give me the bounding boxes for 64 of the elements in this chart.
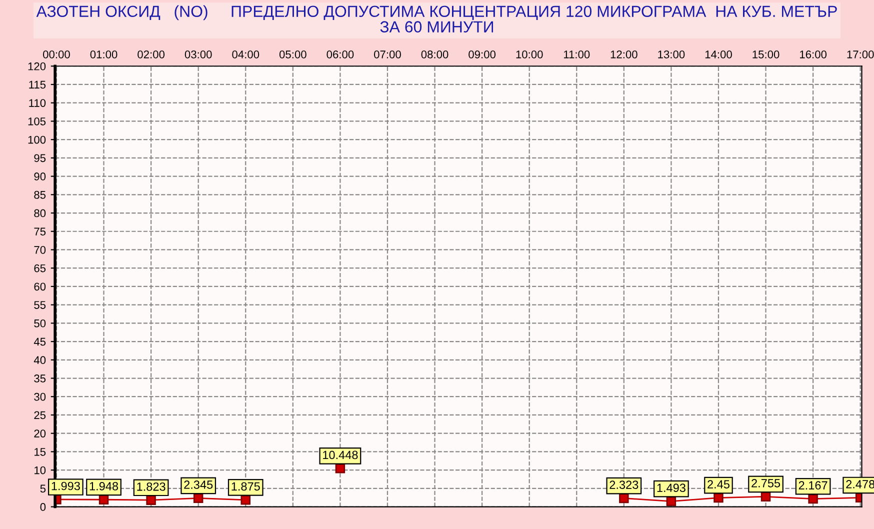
y-tick-label: 120 [28, 62, 46, 70]
x-tick-label: 00:00 [43, 50, 70, 58]
y-tick-label: 55 [34, 301, 46, 309]
y-tick-label: 90 [34, 172, 46, 180]
y-tick-label: 40 [34, 356, 46, 364]
x-tick-label: 17:00 [847, 50, 874, 58]
y-tick-label: 35 [34, 374, 46, 382]
data-label: 2.167 [798, 481, 828, 490]
x-tick-label: 05:00 [279, 50, 306, 58]
x-tick-label: 12:00 [610, 50, 638, 58]
x-tick-label: 07:00 [374, 50, 401, 58]
x-tick-label: 14:00 [705, 50, 732, 58]
data-label: 2.45 [708, 480, 730, 489]
x-tick-label: 04:00 [232, 50, 260, 58]
y-tick-label: 65 [34, 264, 46, 272]
data-label: 1.493 [657, 484, 686, 492]
point [193, 493, 204, 504]
point [240, 495, 250, 505]
data-label: 1.948 [90, 482, 118, 490]
y-tick-label: 20 [34, 430, 46, 438]
x-tick-label: 06:00 [326, 50, 354, 58]
data-label: 2.755 [752, 479, 780, 488]
x-tick-label: 10:00 [516, 50, 543, 58]
y-tick-label: 80 [34, 209, 46, 218]
chart-title: АЗОТЕН ОКСИД (NO) ПРЕДЕЛНО ДОПУСТИМА КОНЦЕНТРАЦИЯ 120 МИКРОГРАМА НА КУБ. МЕТЪР ЗА 60 МИНУТИ [36, 5, 837, 32]
point [760, 492, 771, 502]
y-tick-label: 75 [34, 228, 46, 236]
y-tick-label: 110 [29, 99, 46, 107]
point [146, 495, 156, 505]
point [335, 464, 346, 474]
x-tick-label: 01:00 [90, 50, 118, 58]
y-tick-label: 15 [34, 448, 46, 456]
x-tick-label: 13:00 [658, 50, 685, 58]
y-tick-label: 70 [34, 246, 46, 254]
y-tick-label: 25 [34, 411, 46, 420]
data-label: 1.993 [52, 482, 80, 490]
x-tick-label: 11:00 [564, 50, 590, 58]
x-tick-label: 08:00 [421, 50, 448, 58]
y-tick-label: 10 [34, 466, 46, 474]
data-label: 1.823 [137, 482, 166, 491]
x-tick-label: 15:00 [752, 50, 780, 58]
point [98, 494, 109, 504]
x-tick-label: 03:00 [184, 50, 212, 58]
y-tick-label: 105 [28, 117, 46, 126]
y-tick-label: 85 [34, 190, 46, 199]
y-tick-label: 45 [34, 338, 46, 346]
x-tick-label: 16:00 [800, 50, 827, 58]
y-tick-label: 30 [34, 392, 46, 401]
data-label: 2.323 [610, 480, 638, 489]
y-tick-label: 115 [29, 80, 46, 89]
x-tick-label: 02:00 [138, 50, 165, 58]
data-label: 1.875 [232, 482, 260, 491]
data-label: 2.345 [184, 480, 213, 489]
y-tick-label: 60 [34, 282, 46, 291]
point [808, 494, 818, 504]
y-tick-label: 95 [34, 154, 46, 162]
x-tick-label: 09:00 [468, 50, 496, 58]
y-tick-label: 0 [40, 503, 46, 511]
y-tick-label: 50 [34, 319, 46, 328]
y-tick-label: 100 [28, 136, 46, 144]
y-tick-label: 5 [40, 484, 46, 493]
point [619, 493, 629, 504]
point [714, 492, 724, 503]
data-label: 10.448 [323, 450, 358, 460]
